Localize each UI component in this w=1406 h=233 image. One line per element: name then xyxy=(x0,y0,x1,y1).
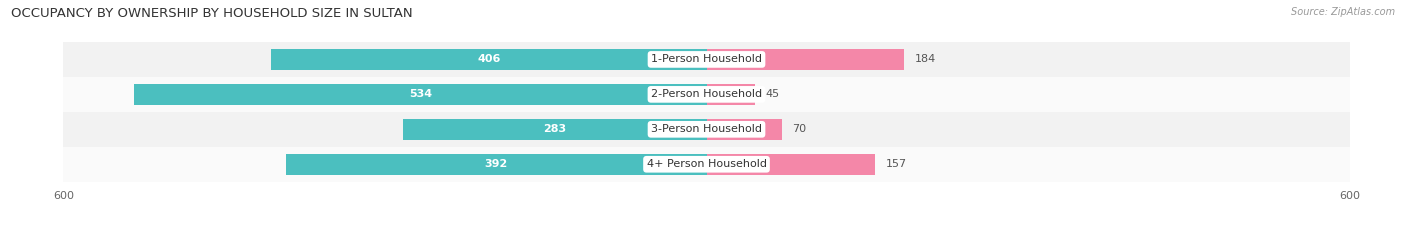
Text: 184: 184 xyxy=(914,55,936,64)
Bar xyxy=(63,42,1350,77)
Text: 392: 392 xyxy=(485,159,508,169)
Text: 70: 70 xyxy=(793,124,807,134)
Text: 157: 157 xyxy=(886,159,907,169)
Bar xyxy=(707,154,875,175)
Bar xyxy=(271,49,707,70)
Bar xyxy=(707,119,782,140)
Bar xyxy=(287,154,707,175)
Bar xyxy=(63,112,1350,147)
Text: 1-Person Household: 1-Person Household xyxy=(651,55,762,64)
Bar xyxy=(707,49,904,70)
Text: Source: ZipAtlas.com: Source: ZipAtlas.com xyxy=(1291,7,1395,17)
Bar xyxy=(63,77,1350,112)
Text: 534: 534 xyxy=(409,89,432,99)
Bar xyxy=(404,119,707,140)
Legend: Owner-occupied, Renter-occupied: Owner-occupied, Renter-occupied xyxy=(586,230,827,233)
Bar xyxy=(707,84,755,105)
Text: 45: 45 xyxy=(765,89,779,99)
Text: 4+ Person Household: 4+ Person Household xyxy=(647,159,766,169)
Text: 3-Person Household: 3-Person Household xyxy=(651,124,762,134)
Text: 406: 406 xyxy=(477,55,501,64)
Bar xyxy=(63,147,1350,182)
Text: OCCUPANCY BY OWNERSHIP BY HOUSEHOLD SIZE IN SULTAN: OCCUPANCY BY OWNERSHIP BY HOUSEHOLD SIZE… xyxy=(11,7,413,20)
Text: 2-Person Household: 2-Person Household xyxy=(651,89,762,99)
Bar xyxy=(134,84,707,105)
Text: 283: 283 xyxy=(543,124,567,134)
